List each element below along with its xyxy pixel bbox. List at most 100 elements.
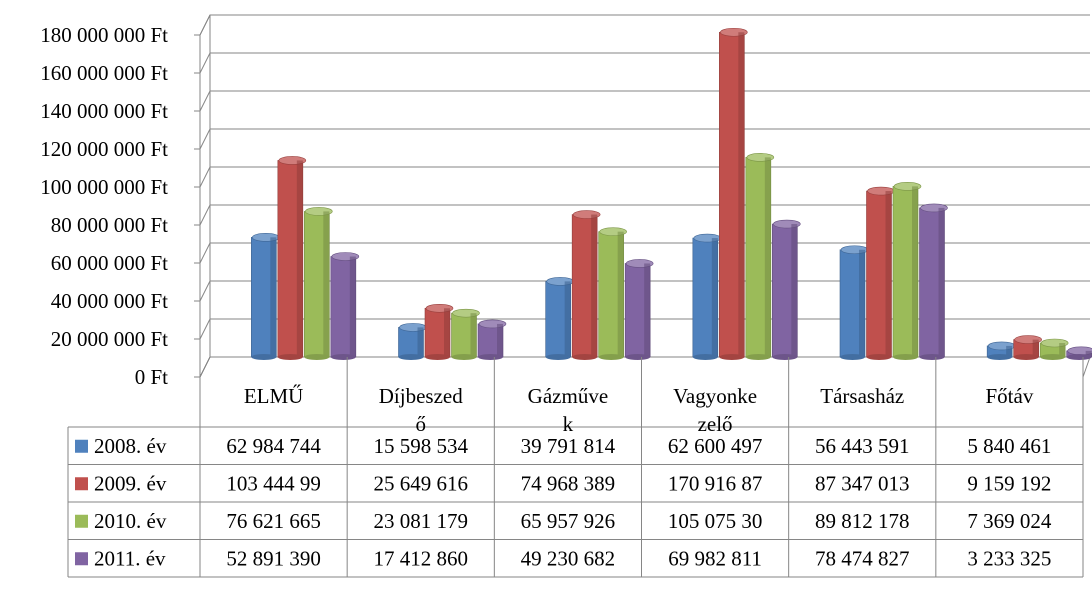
category-header: ELMŰ bbox=[244, 384, 304, 408]
bar bbox=[745, 153, 775, 360]
gridline bbox=[199, 128, 1090, 150]
category-header: Társasház bbox=[820, 384, 904, 408]
bar-base bbox=[1040, 354, 1066, 360]
y-tick-label: 60 000 000 Ft bbox=[51, 251, 168, 275]
table-cell-value: 9 159 192 bbox=[967, 471, 1051, 495]
bar bbox=[866, 186, 895, 360]
bar-base bbox=[451, 354, 477, 360]
bar-base bbox=[598, 354, 624, 360]
bar-shade bbox=[711, 238, 718, 357]
bar-base bbox=[692, 354, 718, 360]
legend-key bbox=[75, 514, 88, 528]
bar bbox=[571, 210, 601, 360]
bar bbox=[919, 203, 948, 360]
bar bbox=[451, 308, 480, 360]
chart-floor bbox=[199, 356, 1091, 378]
table-cell-value: 17 412 860 bbox=[374, 546, 469, 570]
gridline bbox=[199, 14, 1090, 36]
bar-base bbox=[719, 354, 745, 360]
table-cell-value: 56 443 591 bbox=[815, 434, 910, 458]
bar-shade bbox=[349, 256, 356, 357]
bar-base bbox=[893, 354, 918, 360]
bar-shade bbox=[912, 186, 918, 357]
bar bbox=[330, 252, 360, 360]
bar-shade bbox=[270, 237, 277, 357]
category-label-wrap: ő bbox=[416, 412, 427, 436]
table-cell-value: 25 649 616 bbox=[374, 471, 469, 495]
gridline bbox=[199, 166, 1090, 188]
legend-key bbox=[75, 477, 88, 491]
y-tick-label: 120 000 000 Ft bbox=[40, 137, 168, 161]
bar-shade bbox=[1059, 342, 1066, 357]
bar bbox=[772, 219, 801, 360]
legend-key bbox=[75, 552, 88, 566]
bar-base bbox=[251, 354, 277, 360]
bar-base bbox=[425, 354, 450, 360]
category-label: Díjbeszed bbox=[379, 384, 463, 408]
table-row: 2010. év 76 621 665 23 081 179 65 957 926 10… bbox=[75, 509, 1052, 533]
bar-base bbox=[866, 354, 892, 360]
bar-shade bbox=[497, 323, 503, 357]
table-cell-value: 15 598 534 bbox=[374, 434, 469, 458]
table-cell-value: 52 891 390 bbox=[226, 546, 321, 570]
y-tick-label: 0 Ft bbox=[135, 365, 168, 389]
bar-base bbox=[987, 354, 1013, 360]
bar-base bbox=[304, 354, 330, 360]
bar-base bbox=[330, 354, 356, 360]
y-tick-label: 140 000 000 Ft bbox=[40, 99, 168, 123]
table-cell-value: 103 444 99 bbox=[226, 471, 321, 495]
bar bbox=[477, 319, 507, 360]
gridline bbox=[199, 52, 1090, 74]
bar bbox=[545, 277, 574, 360]
bar-shade bbox=[644, 263, 651, 357]
bar-shade bbox=[764, 157, 771, 357]
bar bbox=[986, 341, 1016, 360]
legend-label: 2010. év bbox=[94, 509, 167, 533]
category-label: ELMŰ bbox=[244, 384, 304, 408]
bar-base bbox=[1013, 354, 1039, 360]
bar-shade bbox=[323, 211, 330, 357]
bar bbox=[719, 27, 748, 360]
bar-base bbox=[1066, 354, 1092, 360]
category-label: Társasház bbox=[820, 384, 904, 408]
bar-shade bbox=[296, 160, 303, 357]
table-cell-value: 3 233 325 bbox=[967, 546, 1051, 570]
bar-shade bbox=[1032, 339, 1039, 357]
category-header: Vagyonke zelő bbox=[673, 384, 757, 436]
bar bbox=[892, 182, 922, 360]
bar bbox=[1039, 338, 1069, 360]
legend-label: 2009. év bbox=[94, 471, 167, 495]
category-header: Díjbeszed ő bbox=[379, 384, 463, 436]
table-cell-value: 23 081 179 bbox=[374, 509, 469, 533]
table-cell-value: 76 621 665 bbox=[226, 509, 321, 533]
bar-base bbox=[772, 354, 798, 360]
bar-base bbox=[919, 354, 945, 360]
bar bbox=[304, 207, 333, 360]
table-cell-value: 62 984 744 bbox=[226, 434, 321, 458]
bar bbox=[398, 323, 427, 360]
data-table: ELMŰ Díjbeszed ő Gázműve k Vagyonke zelő Társas… bbox=[67, 357, 1084, 578]
table-row: 2011. év 52 891 390 17 412 860 49 230 682 69… bbox=[75, 546, 1051, 570]
legend-label: 2008. év bbox=[94, 434, 167, 458]
bar-shade bbox=[444, 308, 450, 357]
bar bbox=[424, 303, 454, 360]
bar-shade bbox=[470, 313, 477, 357]
category-header: Főtáv bbox=[985, 384, 1033, 408]
table-row: 2008. év 62 984 744 15 598 534 39 791 814 62… bbox=[75, 434, 1051, 458]
category-label: Gázműve bbox=[528, 384, 608, 408]
bar bbox=[624, 259, 654, 360]
category-label: Vagyonke bbox=[673, 384, 757, 408]
bar bbox=[839, 245, 869, 360]
table-cell-value: 170 916 87 bbox=[668, 471, 763, 495]
bar-shade bbox=[738, 32, 745, 358]
bar-shade bbox=[791, 224, 798, 357]
bar bbox=[277, 156, 307, 360]
bar-base bbox=[545, 354, 571, 360]
gridlines bbox=[199, 14, 1090, 378]
gridline bbox=[199, 204, 1090, 226]
table-cell-value: 69 982 811 bbox=[668, 546, 762, 570]
table-cell-value: 78 474 827 bbox=[815, 546, 910, 570]
table-cell-value: 74 968 389 bbox=[521, 471, 616, 495]
bar-shade bbox=[1085, 350, 1092, 357]
